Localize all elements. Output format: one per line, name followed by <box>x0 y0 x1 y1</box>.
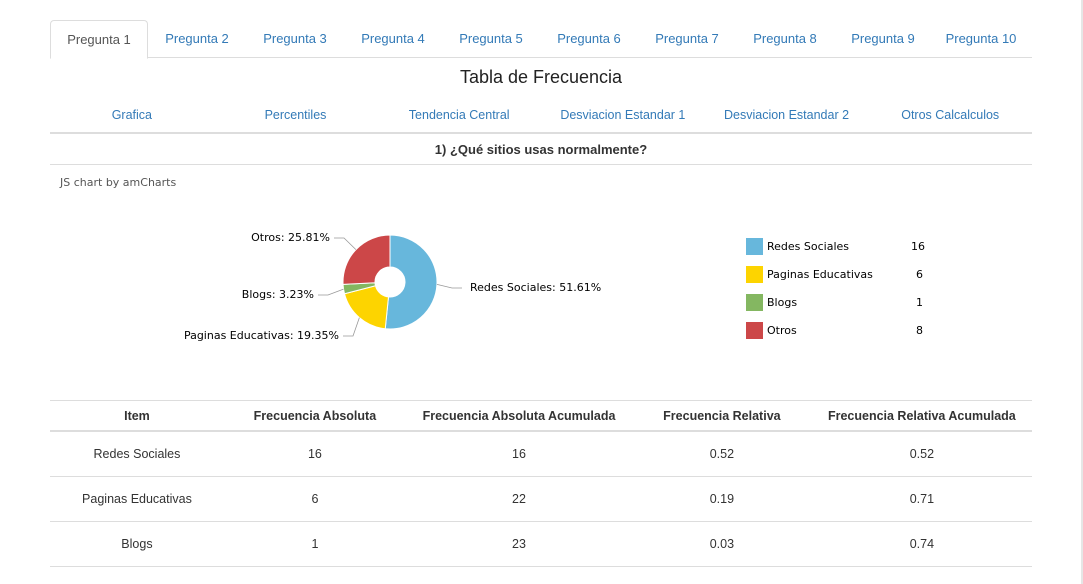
tab-tendencia-central[interactable]: Tendencia Central <box>408 108 510 122</box>
table-cell: 1 <box>223 521 406 567</box>
chart-credit-link[interactable]: JS chart by amCharts <box>60 176 177 189</box>
question-title: 1) ¿Qué sitios usas normalmente? <box>50 136 1032 165</box>
leader-line-paginas-educativas <box>343 317 360 337</box>
tab-pregunta-5[interactable]: Pregunta 5 <box>459 31 523 46</box>
table-cell: 22 <box>405 476 633 522</box>
table-cell: Otros <box>50 566 224 584</box>
legend-item-redes-sociales[interactable]: Redes Sociales 16 <box>746 232 936 260</box>
leader-line-otros <box>334 237 357 250</box>
table-cell: 1 <box>811 566 1032 584</box>
legend-swatch <box>746 265 763 283</box>
leader-line-redes-sociales <box>436 283 462 289</box>
chart-legend: Redes Sociales 16 Paginas Educativas 6 B… <box>746 232 936 344</box>
question-tabs: Pregunta 1 Pregunta 2 Pregunta 3 Pregunt… <box>50 20 1032 59</box>
table-header-row: Item Frecuencia Absoluta Frecuencia Abso… <box>50 400 1032 432</box>
tab-percentiles[interactable]: Percentiles <box>264 108 327 122</box>
legend-label: Blogs <box>767 295 798 309</box>
table-row: Paginas Educativas 6 22 0.19 0.71 <box>50 476 1032 522</box>
table-cell: 6 <box>223 476 406 522</box>
tab-pregunta-2[interactable]: Pregunta 2 <box>165 31 229 46</box>
table-cell: 0.26 <box>632 566 812 584</box>
pie-slice-otros[interactable] <box>342 234 391 285</box>
table-cell: Redes Sociales <box>50 431 224 477</box>
slice-label-blogs: Blogs: 3.23% <box>241 288 314 301</box>
tab-pregunta-6[interactable]: Pregunta 6 <box>557 31 621 46</box>
legend-swatch <box>746 321 763 339</box>
legend-swatch <box>746 237 763 255</box>
slice-label-paginas-educativas: Paginas Educativas: 19.35% <box>183 329 339 342</box>
legend-label: Otros <box>767 323 797 337</box>
table-cell: 8 <box>223 566 406 584</box>
vertical-scrollbar[interactable] <box>1081 0 1083 584</box>
legend-label: Redes Sociales <box>767 239 850 253</box>
slice-label-otros: Otros: 25.81% <box>251 231 330 244</box>
slice-label-redes-sociales: Redes Sociales: 51.61% <box>470 281 602 294</box>
legend-swatch <box>746 293 763 311</box>
table-cell: 0.71 <box>811 476 1032 522</box>
sub-tabs: Grafica Percentiles Tendencia Central De… <box>50 98 1032 134</box>
table-cell: 0.19 <box>632 476 812 522</box>
tab-otros-calculos[interactable]: Otros Calcalculos <box>901 108 1000 122</box>
frequency-table: Item Frecuencia Absoluta Frecuencia Abso… <box>50 400 1032 584</box>
table-cell: 16 <box>405 431 633 477</box>
pie-slice-paginas-educativas[interactable] <box>343 285 390 330</box>
table-cell: Blogs <box>50 521 224 567</box>
tab-pregunta-4[interactable]: Pregunta 4 <box>361 31 425 46</box>
legend-label: Paginas Educativas <box>767 267 873 281</box>
tab-pregunta-9[interactable]: Pregunta 9 <box>851 31 915 46</box>
legend-value: 8 <box>916 323 923 337</box>
tab-pregunta-1[interactable]: Pregunta 1 <box>50 20 148 59</box>
legend-value: 6 <box>916 267 923 281</box>
legend-item-blogs[interactable]: Blogs 1 <box>746 288 936 316</box>
column-header-item: Item <box>50 400 224 432</box>
table-cell: 0.74 <box>811 521 1032 567</box>
table-row: Redes Sociales 16 16 0.52 0.52 <box>50 431 1032 477</box>
table-cell: 23 <box>405 521 633 567</box>
tab-pregunta-3[interactable]: Pregunta 3 <box>263 31 327 46</box>
column-header-frecuencia-relativa: Frecuencia Relativa <box>632 400 812 432</box>
legend-value: 1 <box>916 295 923 309</box>
table-cell: 0.52 <box>632 431 812 477</box>
tab-desviacion-estandar-2[interactable]: Desviacion Estandar 2 <box>723 108 850 122</box>
table-cell: 0.03 <box>632 521 812 567</box>
column-header-frecuencia-absoluta-acumulada: Frecuencia Absoluta Acumulada <box>405 400 633 432</box>
legend-item-otros[interactable]: Otros 8 <box>746 316 936 344</box>
table-cell: 31 <box>405 566 633 584</box>
pie-slice-redes-sociales[interactable] <box>384 234 438 330</box>
tab-pregunta-7[interactable]: Pregunta 7 <box>655 31 719 46</box>
table-cell: 0.52 <box>811 431 1032 477</box>
tab-pregunta-8[interactable]: Pregunta 8 <box>753 31 817 46</box>
table-row: Blogs 1 23 0.03 0.74 <box>50 521 1032 567</box>
table-row: Otros 8 31 0.26 1 <box>50 566 1032 584</box>
legend-item-paginas-educativas[interactable]: Paginas Educativas 6 <box>746 260 936 288</box>
table-cell: Paginas Educativas <box>50 476 224 522</box>
column-header-frecuencia-absoluta: Frecuencia Absoluta <box>223 400 406 432</box>
tab-pregunta-10[interactable]: Pregunta 10 <box>945 31 1017 46</box>
table-cell: 16 <box>223 431 406 477</box>
leader-line-blogs <box>318 288 344 296</box>
page-title: Tabla de Frecuencia <box>459 67 623 87</box>
tab-desviacion-estandar-1[interactable]: Desviacion Estandar 1 <box>560 108 686 122</box>
legend-value: 16 <box>911 239 925 253</box>
tab-grafica[interactable]: Grafica <box>111 108 152 122</box>
column-header-frecuencia-relativa-acumulada: Frecuencia Relativa Acumulada <box>811 400 1032 432</box>
